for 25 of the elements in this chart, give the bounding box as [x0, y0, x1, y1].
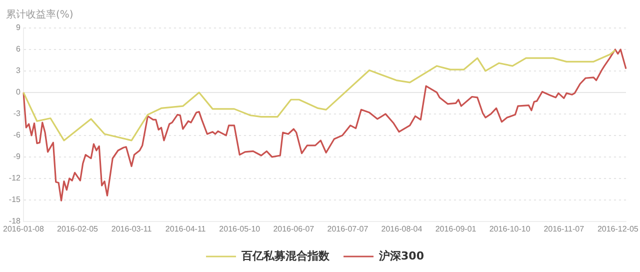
- x-tick-label: 2016-04-11: [165, 224, 206, 234]
- x-tick-label: 2016-02-05: [57, 224, 99, 234]
- x-tick-label: 2016-03-11: [111, 224, 152, 234]
- x-tick-label: 2016-07-07: [327, 224, 369, 234]
- x-tick-label: 2016-08-04: [381, 224, 423, 234]
- legend-label: 百亿私募混合指数: [240, 249, 331, 262]
- x-tick-label: 2016-11-07: [544, 224, 585, 234]
- y-tick-label: 9: [16, 23, 22, 32]
- y-tick-label: -15: [8, 195, 22, 204]
- y-tick-label: -12: [8, 174, 22, 183]
- y-tick-label: -9: [13, 152, 21, 162]
- legend-label: 沪深300: [378, 249, 424, 262]
- x-tick-label: 2016-09-01: [435, 224, 477, 234]
- x-tick-label: 2016-10-10: [489, 224, 531, 234]
- x-tick-label: 2016-05-10: [219, 224, 261, 234]
- y-tick-label: -18: [8, 216, 22, 226]
- y-tick-label: 6: [16, 44, 22, 54]
- x-tick-label: 2016-01-08: [3, 224, 44, 234]
- y-tick-label: -3: [13, 109, 21, 118]
- y-tick-label: -6: [13, 130, 21, 140]
- x-tick-label: 2016-12-05: [597, 224, 639, 234]
- y-axis-title: 累计收益率(%): [6, 8, 74, 21]
- y-tick-label: 3: [16, 66, 22, 76]
- x-tick-label: 2016-06-07: [273, 224, 315, 234]
- y-tick-label: 0: [16, 88, 22, 97]
